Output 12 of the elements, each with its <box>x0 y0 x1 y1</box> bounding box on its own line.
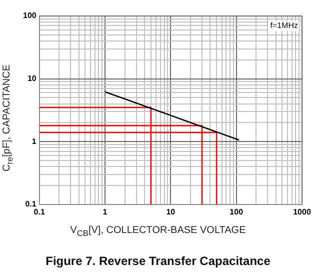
x-tick-label: 0.1 <box>34 207 46 216</box>
y-tick-label: 1 <box>32 136 37 146</box>
x-tick-label: 10 <box>166 207 176 216</box>
x-tick-label: 100 <box>230 207 244 216</box>
y-tick-label: 10 <box>27 74 37 84</box>
annotation: f=1MHz <box>270 21 298 30</box>
y-tick-label: 100 <box>22 11 37 20</box>
x-tick-label: 1 <box>102 207 108 216</box>
y-tick-label: 0.1 <box>25 200 37 209</box>
x-tick-label: 1000 <box>293 207 312 216</box>
x-axis-title: V$_{CB}$[V], COLLECTOR-BASE VOLTAGE <box>69 225 247 238</box>
text: Figure 7. Reverse Transfer Capacitance <box>44 254 272 268</box>
